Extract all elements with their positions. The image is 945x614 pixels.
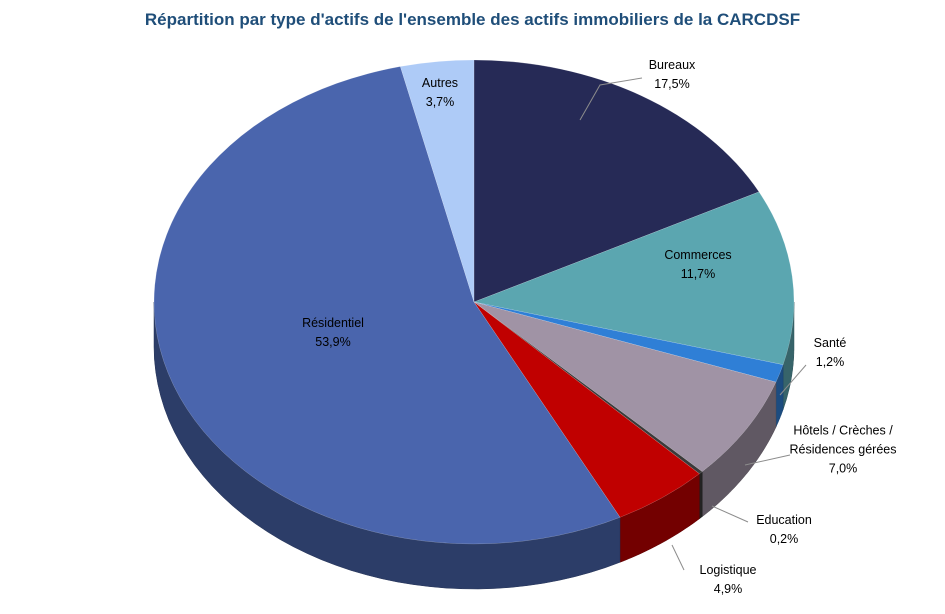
slice	[400, 59, 475, 303]
value-label: 0,2%	[769, 532, 799, 546]
slice-label: Hôtels / Crèches / Résidences gérées 7,0%	[776, 422, 911, 479]
category-label: Education	[756, 513, 812, 527]
value-label: 1,2%	[815, 355, 845, 369]
category-label: Commerces	[664, 248, 732, 262]
slice-label: Autres 3,7%	[422, 74, 458, 112]
slice-label: Résidentiel 53,9%	[302, 314, 364, 352]
leader-line	[711, 505, 749, 523]
leader-line	[671, 544, 685, 571]
slice-label: Bureaux 17,5%	[649, 56, 696, 94]
category-label: Résidentiel	[302, 316, 364, 330]
value-label: 3,7%	[425, 95, 455, 109]
slice-label: Education 0,2%	[756, 511, 812, 549]
value-label: 4,9%	[713, 582, 743, 596]
slice	[473, 301, 703, 475]
slice	[473, 301, 784, 383]
category-label: Bureaux	[648, 58, 696, 72]
slice	[473, 191, 795, 365]
category-label: Hôtels / Crèches / Résidences gérées	[789, 423, 897, 457]
category-label: Santé	[813, 336, 847, 350]
leader-line	[744, 454, 791, 466]
leader-line	[779, 364, 807, 396]
slice-side	[699, 470, 703, 520]
slice-label: Logistique 4,9%	[700, 561, 757, 599]
category-label: Autres	[421, 76, 459, 90]
category-label: Logistique	[699, 563, 757, 577]
leader-line	[579, 77, 643, 121]
slice-label: Commerces 11,7%	[664, 246, 731, 284]
chart-title: Répartition par type d'actifs de l'ensem…	[144, 10, 801, 29]
value-label: 11,7%	[680, 267, 716, 281]
slice	[473, 301, 777, 472]
value-label: 7,0%	[828, 461, 858, 476]
value-label: 17,5%	[654, 77, 690, 91]
slice	[473, 59, 760, 303]
slice-label: Santé 1,2%	[814, 334, 847, 372]
value-label: 53,9%	[315, 335, 351, 349]
slice	[473, 301, 700, 518]
slice	[153, 66, 621, 545]
